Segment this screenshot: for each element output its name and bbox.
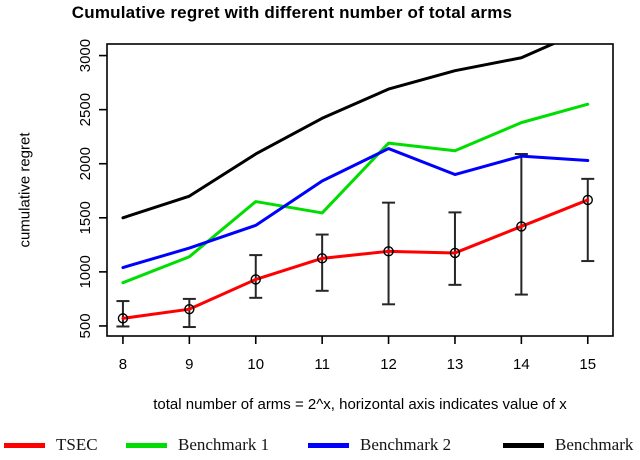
legend-swatch-tsec [4, 442, 45, 448]
y-axis-tick-label: 2000 [77, 147, 94, 180]
legend-item-benchmark-1: Benchmark 1 [126, 431, 269, 459]
data-point-marker [383, 246, 394, 257]
x-axis-tick-label: 8 [119, 356, 127, 373]
x-axis-tick-label: 9 [185, 356, 193, 373]
data-point-marker [516, 221, 527, 232]
x-axis-tick-label: 11 [314, 356, 330, 373]
legend-item-tsec: TSEC [4, 431, 98, 459]
y-axis-tick-label: 500 [77, 313, 94, 338]
data-point-marker [250, 274, 261, 285]
chart-title: Cumulative regret with different number … [71, 3, 513, 22]
legend-swatch-benchmark-1 [126, 442, 167, 448]
x-axis: 8 9 10 11 12 13 14 15 [119, 336, 596, 373]
x-axis-tick-label: 15 [579, 356, 596, 373]
x-axis-tick-label: 13 [447, 356, 464, 373]
x-axis-tick-label: 10 [247, 356, 264, 373]
error-bars [116, 152, 595, 329]
series-line-benchmark [121, 44, 557, 220]
plot-border [106, 43, 614, 337]
series-line-benchmark-2 [121, 147, 590, 270]
y-axis-tick-label: 3000 [77, 39, 94, 72]
y-axis: 500 1000 1500 2000 2500 3000 [77, 39, 107, 338]
y-axis-tick-label: 2500 [77, 93, 94, 126]
legend-swatch-benchmark-2 [308, 442, 349, 448]
legend-label-benchmark-3: Benchmark [555, 435, 634, 454]
data-point-marker [184, 303, 195, 315]
plot-area [116, 44, 595, 329]
y-axis-tick-label: 1000 [77, 255, 94, 288]
legend: TSEC Benchmark 1 Benchmark 2 Benchmark [0, 431, 640, 459]
data-point-marker [582, 194, 593, 206]
series-line-tsec [121, 198, 590, 320]
legend-label-benchmark-1: Benchmark 1 [178, 435, 270, 454]
data-point-marker [117, 313, 129, 324]
x-axis-tick-label: 14 [513, 356, 530, 373]
x-axis-label: total number of arms = 2^x, horizontal a… [153, 396, 567, 413]
markers [117, 194, 593, 324]
chart-canvas: 8 9 10 11 12 13 14 15 500 1000 1500 2000 2500 3000 [77, 39, 614, 373]
legend-label-benchmark-2: Benchmark 2 [360, 435, 452, 454]
y-axis-label: cumulative regret [16, 132, 34, 248]
legend-label-tsec: TSEC [56, 435, 98, 454]
legend-item-benchmark-3: Benchmark [503, 431, 633, 459]
legend-swatch-benchmark-3 [503, 442, 544, 448]
y-axis-tick-label: 1500 [77, 201, 94, 234]
legend-item-benchmark-2: Benchmark 2 [308, 431, 451, 459]
x-axis-tick-label: 12 [380, 356, 397, 373]
data-point-marker [316, 253, 328, 264]
series-line-benchmark-1 [121, 102, 590, 285]
data-point-marker [449, 247, 461, 259]
